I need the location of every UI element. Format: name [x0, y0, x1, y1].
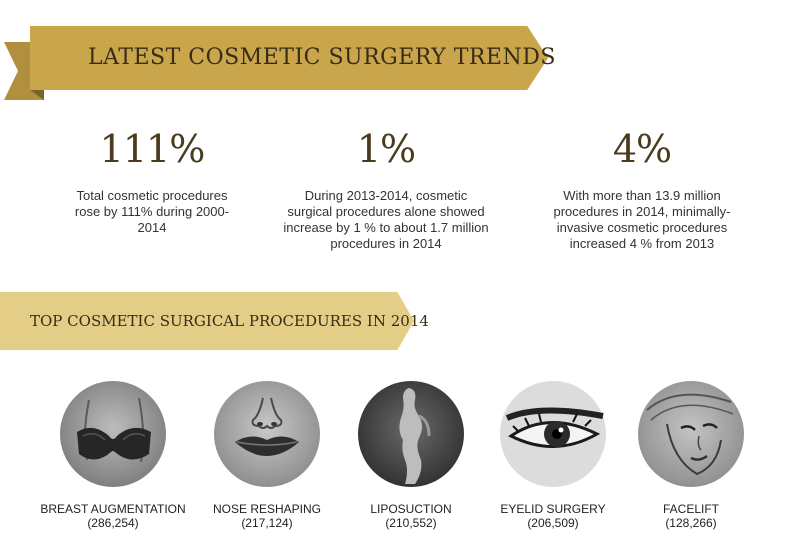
stat-text: During 2013-2014, cosmetic surgical proc… [283, 188, 489, 251]
stat-value: 111% [99, 127, 206, 171]
eye-icon [500, 381, 606, 487]
procedure-nose-reshaping: NOSE RESHAPING (217,124) [192, 380, 342, 531]
procedure-count: (128,266) [665, 516, 717, 530]
face-icon [638, 381, 744, 487]
procedure-facelift: FACELIFT (128,266) [616, 380, 766, 531]
section-banner [0, 292, 414, 350]
procedure-eyelid-surgery: EYELID SURGERY (206,509) [478, 380, 628, 531]
procedure-count: (206,509) [527, 516, 579, 530]
procedure-label: FACELIFT [662, 502, 719, 516]
stat-surgical: 1% During 2013-2014, cosmetic surgical p… [276, 126, 496, 252]
procedure-count: (286,254) [87, 516, 139, 530]
stat-text: With more than 13.9 million procedures i… [553, 188, 731, 251]
procedure-count: (217,124) [241, 516, 293, 530]
body-silhouette-icon [358, 381, 464, 487]
procedure-count: (210,552) [385, 516, 437, 530]
procedure-label: LIPOSUCTION [370, 502, 452, 516]
section-title: TOP COSMETIC SURGICAL PROCEDURES IN 2014 [30, 312, 429, 330]
breast-icon [60, 381, 166, 487]
procedure-label: EYELID SURGERY [500, 502, 606, 516]
page-title: LATEST COSMETIC SURGERY TRENDS [88, 45, 556, 70]
procedure-label: BREAST AUGMENTATION [40, 502, 186, 516]
procedure-label: NOSE RESHAPING [212, 502, 322, 516]
stat-total: 111% Total cosmetic procedures rose by 1… [42, 126, 262, 236]
stat-value: 4% [612, 127, 672, 171]
stat-text: Total cosmetic procedures rose by 111% d… [74, 188, 230, 235]
procedure-breast-augmentation: BREAST AUGMENTATION (286,254) [38, 380, 188, 531]
nose-lips-icon [214, 381, 320, 487]
procedure-liposuction: LIPOSUCTION (210,552) [336, 380, 486, 531]
stat-minimally-invasive: 4% With more than 13.9 million procedure… [532, 126, 752, 252]
stat-value: 1% [356, 127, 416, 171]
title-banner [30, 26, 548, 90]
